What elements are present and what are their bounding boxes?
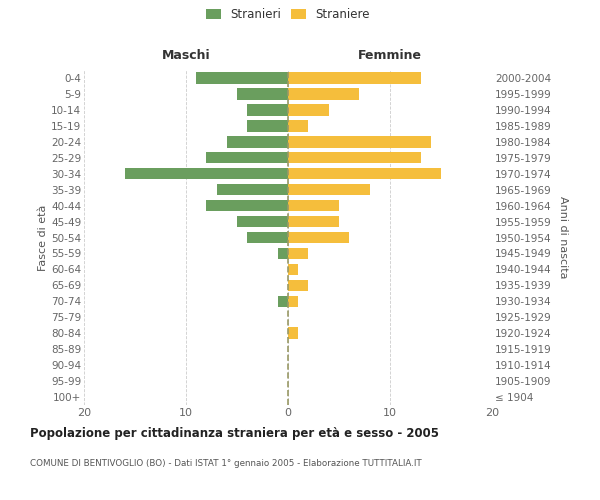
- Bar: [247, 104, 288, 116]
- Bar: [288, 216, 339, 228]
- Bar: [288, 264, 298, 275]
- Text: Maschi: Maschi: [161, 50, 211, 62]
- Bar: [278, 296, 288, 307]
- Bar: [217, 184, 288, 196]
- Bar: [288, 72, 421, 84]
- Y-axis label: Anni di nascita: Anni di nascita: [558, 196, 568, 279]
- Bar: [237, 216, 288, 228]
- Y-axis label: Fasce di età: Fasce di età: [38, 204, 48, 270]
- Bar: [288, 136, 431, 147]
- Bar: [278, 248, 288, 259]
- Text: COMUNE DI BENTIVOGLIO (BO) - Dati ISTAT 1° gennaio 2005 - Elaborazione TUTTITALI: COMUNE DI BENTIVOGLIO (BO) - Dati ISTAT …: [30, 459, 422, 468]
- Bar: [288, 328, 298, 339]
- Bar: [288, 104, 329, 116]
- Bar: [288, 200, 339, 211]
- Bar: [288, 184, 370, 196]
- Text: Femmine: Femmine: [358, 50, 422, 62]
- Bar: [288, 88, 359, 100]
- Bar: [206, 152, 288, 164]
- Bar: [288, 248, 308, 259]
- Bar: [125, 168, 288, 179]
- Bar: [288, 296, 298, 307]
- Bar: [206, 200, 288, 211]
- Text: Popolazione per cittadinanza straniera per età e sesso - 2005: Popolazione per cittadinanza straniera p…: [30, 428, 439, 440]
- Bar: [247, 232, 288, 243]
- Bar: [196, 72, 288, 84]
- Bar: [288, 120, 308, 132]
- Bar: [237, 88, 288, 100]
- Bar: [288, 232, 349, 243]
- Bar: [288, 168, 441, 179]
- Bar: [227, 136, 288, 147]
- Bar: [247, 120, 288, 132]
- Bar: [288, 152, 421, 164]
- Legend: Stranieri, Straniere: Stranieri, Straniere: [206, 8, 370, 22]
- Bar: [288, 280, 308, 291]
